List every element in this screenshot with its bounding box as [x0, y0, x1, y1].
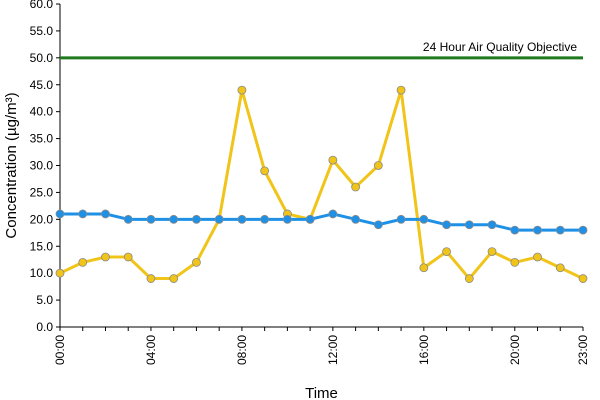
- data-point: [464, 220, 474, 230]
- x-tick-label: 12:00: [326, 335, 340, 365]
- series-0: [55, 85, 588, 283]
- data-point: [55, 268, 65, 278]
- data-point: [305, 214, 315, 224]
- x-axis-title: Time: [305, 385, 338, 400]
- data-point: [146, 274, 156, 283]
- data-point: [214, 214, 224, 224]
- data-point: [373, 220, 383, 230]
- series-group: [55, 85, 588, 283]
- y-tick-label: 45.0: [30, 78, 54, 92]
- data-point: [533, 252, 542, 262]
- data-point: [101, 252, 110, 262]
- data-point: [78, 257, 88, 267]
- data-point: [192, 214, 201, 224]
- data-point: [533, 225, 542, 235]
- data-point: [510, 225, 520, 235]
- data-point: [578, 274, 588, 283]
- data-point: [373, 161, 383, 170]
- y-tick-label: 15.0: [30, 239, 54, 253]
- data-point: [123, 252, 133, 262]
- objective-label: 24 Hour Air Quality Objective: [423, 40, 577, 54]
- data-point: [510, 257, 520, 267]
- x-tick-label: 20:00: [508, 335, 522, 365]
- data-point: [555, 263, 565, 273]
- y-tick-label: 55.0: [30, 24, 54, 38]
- y-tick-label: 35.0: [30, 132, 54, 146]
- data-point: [192, 257, 201, 267]
- data-point: [328, 209, 338, 219]
- x-tick-label: 16:00: [417, 335, 431, 365]
- y-tick-label: 0.0: [36, 320, 53, 334]
- x-tick-label: 23:00: [576, 335, 590, 365]
- data-point: [464, 274, 474, 283]
- data-point: [487, 247, 497, 257]
- y-tick-label: 60.0: [30, 0, 54, 11]
- y-tick-label: 10.0: [30, 266, 54, 280]
- x-tick-label: 00:00: [53, 335, 67, 365]
- data-point: [487, 220, 497, 230]
- data-point: [351, 182, 361, 192]
- y-tick-label: 5.0: [36, 293, 53, 307]
- y-tick-label: 50.0: [30, 51, 54, 65]
- data-point: [55, 209, 65, 219]
- data-point: [396, 214, 406, 224]
- data-point: [146, 214, 156, 224]
- data-point: [328, 155, 338, 165]
- y-axis-title: Concentration (µg/m³): [3, 92, 20, 238]
- data-point: [442, 220, 451, 230]
- data-point: [101, 209, 110, 219]
- data-point: [237, 214, 247, 224]
- series-line: [60, 212, 583, 232]
- data-point: [169, 214, 179, 224]
- y-tick-label: 40.0: [30, 105, 54, 119]
- data-point: [578, 225, 588, 235]
- x-tick-label: 08:00: [235, 335, 249, 365]
- y-tick-label: 25.0: [30, 185, 54, 199]
- data-point: [78, 209, 88, 219]
- axes: 0.0 5.0 10.0 15.0 20.0 25.0 30.0 35.0 40.0 45.0 50…: [30, 0, 590, 365]
- data-point: [123, 214, 133, 224]
- data-point: [260, 214, 270, 224]
- x-tick-label: 04:00: [144, 335, 158, 365]
- data-point: [396, 85, 406, 95]
- y-tick-label: 20.0: [30, 212, 54, 226]
- data-point: [419, 214, 429, 224]
- data-point: [442, 247, 451, 257]
- series-line: [59, 88, 584, 281]
- data-point: [260, 166, 270, 176]
- y-tick-label: 30.0: [30, 159, 54, 173]
- data-point: [237, 85, 247, 95]
- data-point: [555, 225, 565, 235]
- data-point: [351, 214, 361, 224]
- data-point: [419, 263, 429, 273]
- data-point: [169, 274, 179, 283]
- data-point: [282, 214, 292, 224]
- series-1: [55, 209, 588, 235]
